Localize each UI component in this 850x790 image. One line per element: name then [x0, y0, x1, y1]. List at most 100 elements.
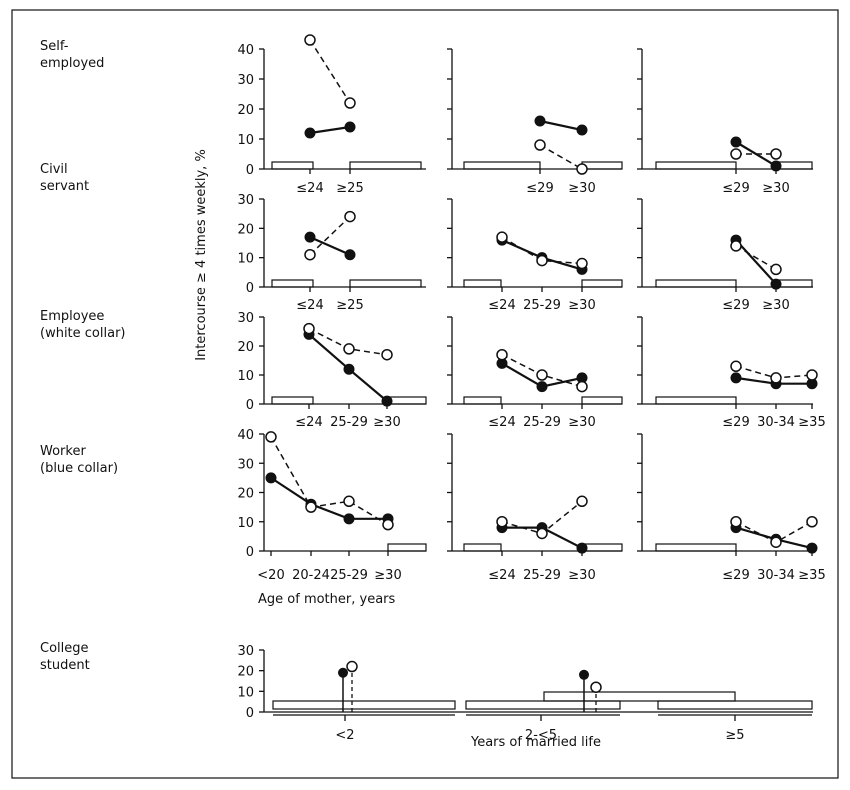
- baseline-span: [349, 161, 422, 170]
- data-point-filled: [576, 542, 588, 554]
- data-point-open: [576, 495, 588, 508]
- panel: ≤29 ≥30: [447, 48, 623, 196]
- row-label: employed: [40, 56, 104, 71]
- data-point-filled: [806, 542, 818, 554]
- data-point-filled: [576, 124, 588, 136]
- baseline-span: [581, 279, 623, 288]
- data-point-open: [536, 527, 548, 540]
- data-point-open: [806, 369, 818, 381]
- x-tick-label: ≥30: [568, 181, 595, 196]
- data-point-filled: [343, 363, 355, 375]
- data-point-filled: [730, 372, 742, 384]
- data-point-open: [303, 322, 315, 335]
- x-tick-label: 25-29: [523, 415, 561, 430]
- y-tick-label: 30: [237, 311, 254, 326]
- series-line-filled: [539, 119, 583, 132]
- baseline-span: [463, 543, 502, 552]
- row-label: (blue collar): [40, 461, 118, 476]
- y-tick-label: 10: [237, 252, 254, 267]
- x-axis-label-years: Years of married life: [470, 735, 601, 750]
- x-tick-label: ≥30: [374, 568, 401, 583]
- baseline-span: [655, 543, 737, 552]
- panel: 0 10 20 30 ≤24 ≥25: [237, 193, 426, 313]
- data-point-open: [590, 681, 602, 693]
- x-tick-label: 25-29: [330, 415, 368, 430]
- series-line-open: [270, 436, 389, 526]
- panel: ≤24 25-29 ≥30: [447, 316, 623, 430]
- panel: ≤29 30-34 ≥35: [637, 433, 826, 583]
- y-tick-label: 10: [237, 516, 254, 531]
- data-point-open: [265, 431, 277, 443]
- panel: ≤24 25-29 ≥30: [447, 433, 623, 583]
- y-tick-label: 40: [237, 43, 254, 58]
- figure-border: [11, 9, 839, 779]
- data-point-open: [770, 263, 782, 276]
- data-point-open: [344, 97, 356, 109]
- panel: 0 10 20 30 40 <20 20-24 25-29 ≥30: [237, 428, 427, 583]
- data-point-open: [305, 501, 317, 513]
- panel: ≤29 30-34 ≥35: [637, 316, 826, 430]
- data-point-open: [536, 369, 548, 381]
- y-tick-label: 40: [237, 428, 254, 443]
- x-tick-label: ≥30: [762, 298, 789, 313]
- panel: 0 10 20 30 ≤24 25-29 ≥30: [237, 311, 427, 430]
- baseline-span: [655, 279, 737, 288]
- data-point-filled: [770, 278, 782, 290]
- data-point-open: [343, 495, 355, 508]
- x-tick-label: 25-29: [523, 298, 561, 313]
- y-tick-label: 20: [237, 222, 254, 237]
- x-tick-label: ≤24: [296, 298, 323, 313]
- x-tick-label: <2: [335, 728, 354, 743]
- data-point-filled: [338, 667, 348, 678]
- y-tick-label: 0: [246, 281, 254, 296]
- data-point-open: [496, 348, 508, 361]
- row-label: Civil: [40, 162, 68, 177]
- data-point-open: [304, 248, 316, 261]
- panel: ≤29 ≥30: [637, 48, 813, 196]
- x-tick-label: 20-24: [292, 568, 330, 583]
- row-labels: Self-employed Civil servant Employee (white …: [40, 39, 126, 673]
- x-tick-label: ≤29: [722, 181, 749, 196]
- data-point-open: [344, 210, 356, 223]
- baseline-span: [463, 396, 502, 405]
- y-tick-label: 10: [237, 685, 254, 700]
- baseline-span: [271, 161, 314, 170]
- x-tick-label: ≥25: [336, 298, 363, 313]
- y-tick-label: 0: [246, 545, 254, 560]
- data-point-filled: [344, 249, 356, 261]
- y-tick-label: 30: [237, 193, 254, 208]
- row-label: (white collar): [40, 326, 126, 341]
- y-tick-label: 30: [237, 644, 254, 659]
- y-tick-label: 20: [237, 340, 254, 355]
- data-point-open: [576, 257, 588, 270]
- data-point-open: [496, 231, 508, 243]
- baseline-span: [349, 279, 422, 288]
- data-point-open: [730, 240, 742, 252]
- data-point-open: [730, 148, 742, 160]
- y-tick-label: 10: [237, 133, 254, 148]
- y-tick-label: 0: [246, 163, 254, 178]
- series-line-filled: [735, 239, 777, 285]
- y-tick-label: 20: [237, 665, 254, 680]
- x-tick-label: ≥30: [568, 415, 595, 430]
- data-point-open: [770, 536, 782, 548]
- baseline-span: [655, 161, 737, 170]
- data-point-filled: [304, 127, 316, 139]
- y-tick-label: 0: [246, 706, 254, 721]
- x-tick-label: 25-29: [523, 568, 561, 583]
- row-label: College: [40, 641, 89, 656]
- x-tick-label: ≥5: [725, 728, 744, 743]
- series-line-open: [539, 144, 583, 170]
- x-tick-label: 30-34: [757, 415, 795, 430]
- series-line-open: [501, 236, 583, 265]
- data-point-open: [770, 372, 782, 384]
- y-tick-label: 30: [237, 457, 254, 472]
- baseline-span: [271, 396, 314, 405]
- baseline-span: [543, 691, 736, 702]
- data-point-filled: [344, 121, 356, 133]
- row-label: Self-: [40, 39, 69, 54]
- series-line-filled: [309, 236, 351, 256]
- data-point-open: [806, 516, 818, 528]
- data-point-open: [381, 348, 393, 361]
